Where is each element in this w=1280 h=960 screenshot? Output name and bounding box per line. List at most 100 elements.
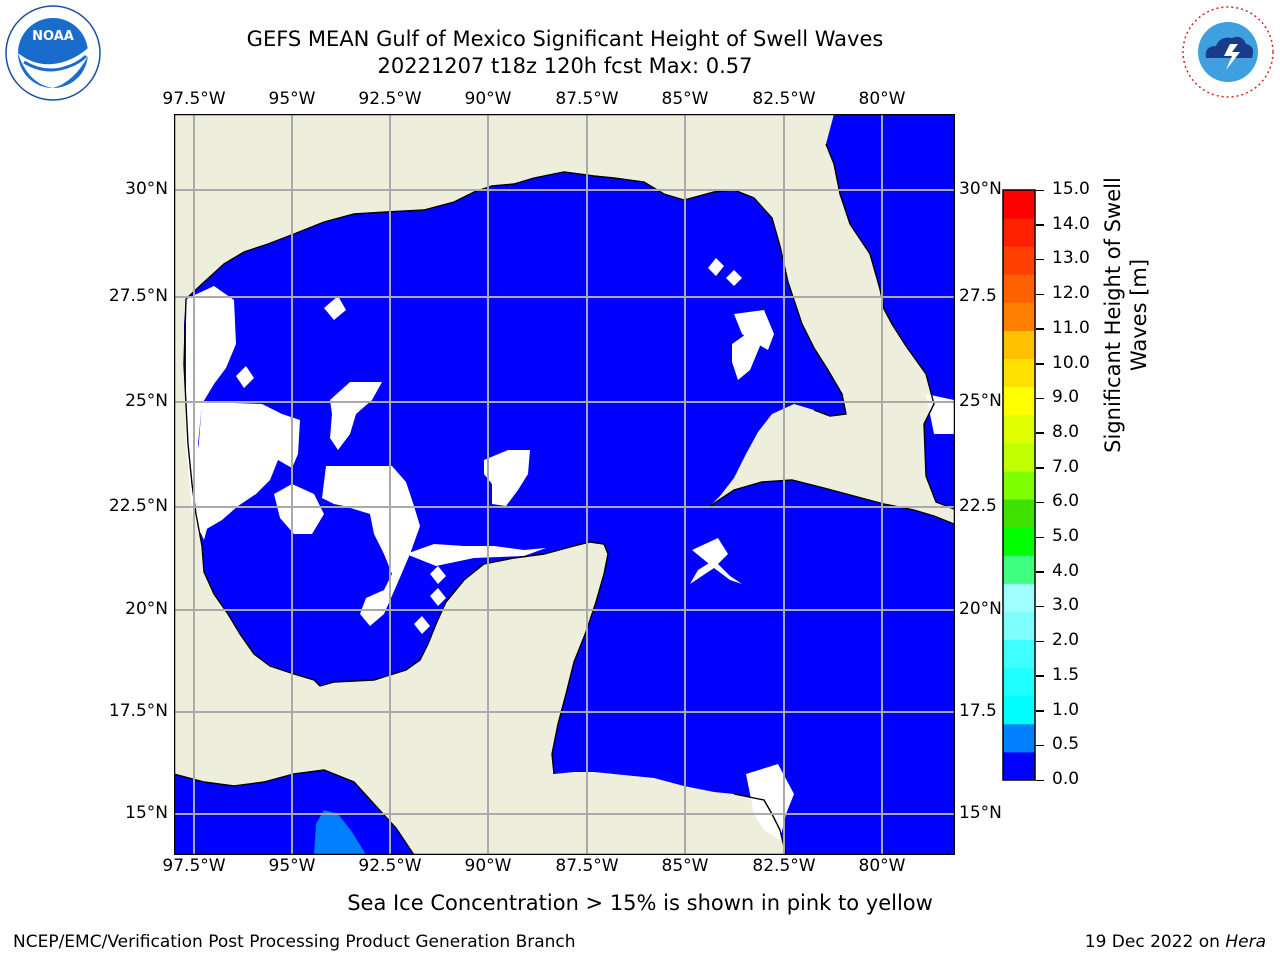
colorbar-tick-label: 8.0 [1052, 421, 1080, 442]
colorbar-segment [1003, 358, 1035, 388]
lon-label-bottom: 82.5°W [752, 856, 816, 876]
colorbar-tick-label: 5.0 [1052, 526, 1080, 547]
lat-label-left: 30°N [125, 179, 168, 199]
footer-branch: NCEP/EMC/Verification Post Processing Pr… [13, 932, 576, 952]
colorbar-tick-label: 13.0 [1052, 248, 1090, 269]
lon-label-bottom: 97.5°W [162, 856, 226, 876]
lon-label-top: 97.5°W [162, 89, 226, 109]
colorbar-tick-mark [1036, 710, 1044, 712]
colorbar-tick-label: 7.0 [1052, 456, 1080, 477]
colorbar-segment [1003, 470, 1035, 500]
colorbar-tick-mark [1036, 224, 1044, 226]
colorbar-segment [1003, 218, 1035, 247]
colorbar-tick-mark [1036, 363, 1044, 365]
plot-title-line1: GEFS MEAN Gulf of Mexico Significant Hei… [246, 27, 884, 51]
colorbar-tick-label: 3.0 [1052, 595, 1080, 616]
lon-label-bottom: 90°W [464, 856, 512, 876]
colorbar-segment [1003, 723, 1035, 753]
lon-label-bottom: 92.5°W [358, 856, 422, 876]
plot-title-line2: 20221207 t18z 120h fcst Max: 0.57 [377, 54, 753, 78]
lat-label-left: 25°N [125, 391, 168, 411]
colorbar-tick-label: 10.0 [1052, 352, 1090, 373]
colorbar-tick-mark [1036, 744, 1044, 747]
colorbar-segment [1003, 611, 1035, 641]
colorbar-tick-label: 15.0 [1052, 179, 1090, 199]
lat-label-right: 15°N [959, 803, 1002, 823]
colorbar-segment [1003, 442, 1035, 472]
coastlines [174, 143, 955, 855]
colorbar-tick-label: 6.0 [1052, 491, 1080, 512]
lon-label-bottom: 87.5°W [555, 856, 619, 876]
colorbar-tick-mark [1036, 467, 1044, 469]
colorbar-segment [1003, 190, 1035, 219]
colorbar-tick-label: 4.0 [1052, 560, 1080, 581]
colorbar-segment [1003, 274, 1035, 303]
colorbar-segment [1003, 246, 1035, 275]
colorbar-tick-label: 9.0 [1052, 387, 1080, 408]
colorbar-tick-label: 1.5 [1052, 664, 1080, 685]
colorbar-label: Significant Height of Swell Waves [m] [1101, 177, 1151, 453]
swell-height-map [174, 114, 955, 855]
colorbar-tick-mark [1036, 640, 1044, 643]
colorbar-segment [1003, 667, 1035, 697]
atlantic-water [826, 114, 954, 509]
colorbar-tick-label: 12.0 [1052, 283, 1090, 304]
pacific-water [174, 770, 414, 855]
colorbar-segment [1003, 499, 1035, 528]
map-frame [174, 114, 955, 855]
colorbar-tick-mark [1036, 779, 1044, 781]
colorbar-tick-label: 1.0 [1052, 699, 1080, 720]
colorbar-segment [1003, 414, 1035, 444]
colorbar-frame [1002, 189, 1036, 781]
lat-label-right: 25°N [959, 391, 1002, 411]
lon-label-bottom: 85°W [661, 856, 709, 876]
lon-label-top: 90°W [464, 89, 512, 109]
colorbar-segment [1003, 751, 1035, 781]
lat-label-left: 27.5°N [108, 286, 168, 306]
lon-label-top: 82.5°W [752, 89, 816, 109]
colorbar-tick-mark [1036, 571, 1044, 573]
lon-label-bottom: 95°W [268, 856, 316, 876]
lat-label-right: 30°N [959, 179, 1002, 199]
colorbar-tick-mark [1036, 258, 1044, 261]
lon-label-top: 85°W [661, 89, 709, 109]
lat-label-right: 22.5 [959, 496, 997, 516]
colorbar-tick-mark [1036, 605, 1044, 608]
lat-label-right: 17.5 [959, 701, 997, 721]
colorbar-segment [1003, 639, 1035, 669]
colorbar-tick-mark [1036, 675, 1044, 677]
colorbar-tick-mark [1036, 397, 1044, 400]
lat-label-right: 20°N [959, 599, 1002, 619]
colorbar-segment [1003, 583, 1035, 612]
footer-date: 19 Dec 2022 on Hera [1084, 932, 1266, 952]
graticule [174, 114, 955, 855]
noaa-logo-text: NOAA [32, 29, 74, 44]
lat-label-left: 20°N [125, 599, 168, 619]
sea-ice-caption: Sea Ice Concentration > 15% is shown in … [347, 891, 933, 915]
colorbar-tick-mark [1036, 189, 1044, 191]
colorbar-segment [1003, 302, 1035, 331]
lon-label-top: 80°W [858, 89, 906, 109]
colorbar-segment [1003, 386, 1035, 416]
swell-0.5-patch [314, 810, 366, 855]
colorbar-tick-label: 0.0 [1052, 769, 1080, 789]
lat-label-left: 15°N [125, 803, 168, 823]
colorbar-segment [1003, 527, 1035, 556]
lon-label-top: 92.5°W [358, 89, 422, 109]
nws-logo [1182, 6, 1274, 98]
colorbar-tick-label: 2.0 [1052, 630, 1080, 651]
colorbar-tick-mark [1036, 432, 1044, 434]
colorbar-segment [1003, 555, 1035, 584]
colorbar-tick-mark [1036, 501, 1044, 504]
lat-label-left: 17.5°N [108, 701, 168, 721]
colorbar-tick-mark [1036, 293, 1044, 296]
colorbar-segment [1003, 695, 1035, 725]
lat-label-right: 27.5 [959, 286, 997, 306]
lon-label-top: 95°W [268, 89, 316, 109]
noaa-logo: NOAA [5, 5, 101, 101]
lon-label-bottom: 80°W [858, 856, 906, 876]
colorbar-tick-label: 0.5 [1052, 734, 1080, 755]
lon-label-top: 87.5°W [555, 89, 619, 109]
footer-host: Hera [1225, 932, 1266, 952]
colorbar-tick-mark [1036, 328, 1044, 330]
